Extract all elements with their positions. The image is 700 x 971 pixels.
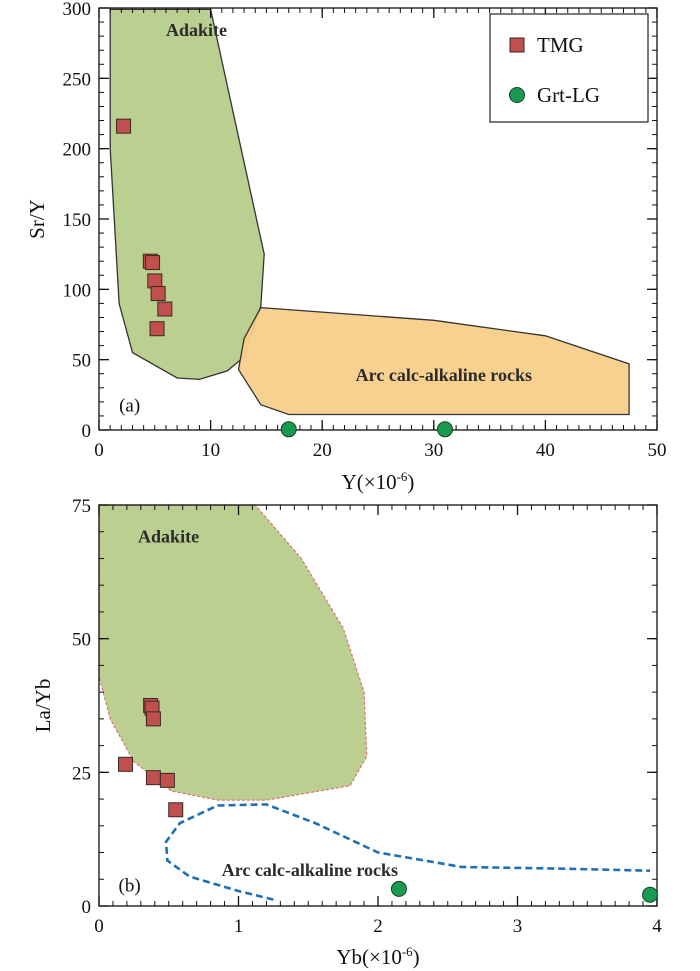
legend-label: Grt-LG bbox=[537, 83, 600, 107]
tmg-point bbox=[147, 273, 163, 289]
x-axis-title-close: ) bbox=[407, 470, 414, 494]
x-tick-label: 3 bbox=[513, 916, 523, 937]
y-tick-label: 150 bbox=[63, 210, 92, 231]
tmg-point bbox=[145, 770, 161, 786]
region-arc-calc-alkaline-rocks bbox=[164, 803, 651, 901]
grt-lg-point bbox=[390, 880, 407, 897]
x-axis-title-main: Y(×10 bbox=[342, 470, 397, 494]
tmg-point bbox=[150, 286, 166, 302]
region-label: Adakite bbox=[166, 20, 227, 40]
legend-circle-marker bbox=[509, 87, 525, 103]
tmg-point bbox=[159, 772, 175, 788]
panel-tag: (b) bbox=[119, 876, 141, 897]
y-tick-label: 50 bbox=[72, 351, 91, 372]
y-tick-label: 100 bbox=[63, 280, 92, 301]
tmg-point bbox=[118, 756, 134, 772]
legend-box bbox=[489, 13, 649, 123]
tmg-point bbox=[145, 711, 161, 727]
x-axis-title: Y(×10-6) bbox=[342, 469, 415, 494]
region-adakite bbox=[109, 8, 265, 381]
x-tick-label: 50 bbox=[648, 440, 667, 461]
x-tick-label: 0 bbox=[94, 440, 104, 461]
x-axis-title: Yb(×10-6) bbox=[336, 944, 419, 969]
legend-label: TMG bbox=[537, 33, 584, 57]
tmg-point bbox=[145, 255, 161, 271]
x-axis-title-main: Yb(×10 bbox=[336, 945, 402, 969]
grt-lg-point bbox=[436, 421, 453, 438]
x-tick-label: 2 bbox=[373, 916, 383, 937]
grt-lg-point bbox=[280, 421, 297, 438]
y-tick-label: 200 bbox=[63, 140, 92, 161]
x-tick-label: 40 bbox=[536, 440, 555, 461]
region-label: Adakite bbox=[138, 526, 199, 546]
x-tick-label: 4 bbox=[652, 916, 662, 937]
x-tick-label: 20 bbox=[313, 440, 332, 461]
grt-lg-point bbox=[642, 886, 659, 903]
tmg-point bbox=[157, 301, 173, 317]
y-tick-label: 50 bbox=[72, 630, 91, 651]
y-axis-title: Sr/Y bbox=[25, 199, 49, 239]
panel-a: 0 10 20 30 40 50 0 50 100 150 200 250 300 Y(×10-6) Sr/… bbox=[25, 0, 667, 494]
x-tick-label: 1 bbox=[234, 916, 244, 937]
tmg-point bbox=[168, 802, 184, 818]
region-arc-calc-alkaline-rocks bbox=[237, 306, 630, 416]
x-tick-label: 30 bbox=[424, 440, 443, 461]
y-axis-title: La/Yb bbox=[31, 679, 55, 733]
x-tick-label: 10 bbox=[201, 440, 220, 461]
y-tick-label: 75 bbox=[72, 496, 91, 517]
region-label: Arc calc-alkaline rocks bbox=[222, 860, 398, 880]
x-axis-title-exponent: -6 bbox=[402, 944, 413, 959]
region-adakite bbox=[98, 504, 368, 801]
tmg-point bbox=[149, 321, 165, 337]
x-tick-label: 0 bbox=[94, 916, 104, 937]
y-tick-label: 0 bbox=[82, 897, 92, 918]
panel-b: 0 1 2 3 4 0 25 50 75 Yb(×10-6) La/Yb Adakite Arc cal… bbox=[31, 496, 662, 969]
y-tick-label: 0 bbox=[82, 421, 92, 442]
region-label: Arc calc-alkaline rocks bbox=[356, 365, 532, 385]
x-axis-title-close: ) bbox=[413, 945, 420, 969]
y-tick-label: 25 bbox=[72, 763, 91, 784]
panel-tag: (a) bbox=[119, 396, 140, 417]
x-axis-title-exponent: -6 bbox=[397, 469, 408, 484]
y-tick-label: 250 bbox=[63, 69, 92, 90]
y-tick-label: 300 bbox=[63, 0, 92, 20]
tmg-point bbox=[116, 118, 132, 134]
legend-square-marker bbox=[509, 37, 525, 53]
